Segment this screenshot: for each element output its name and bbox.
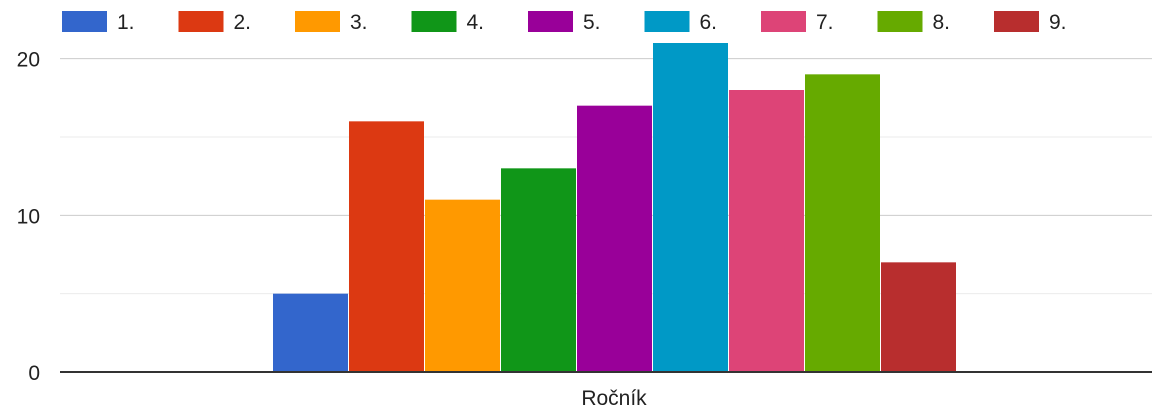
y-axis-ticks: 0 10 20 <box>17 49 40 385</box>
legend-item[interactable]: 1. <box>62 11 135 34</box>
legend-item[interactable]: 9. <box>994 11 1067 34</box>
legend-label: 3. <box>350 11 368 34</box>
bar-series-5[interactable] <box>577 105 652 373</box>
bar-series-7[interactable] <box>729 90 804 372</box>
legend-swatch <box>994 11 1039 32</box>
legend-label: 4. <box>467 11 485 34</box>
legend-swatch <box>411 11 457 32</box>
bar-series-4[interactable] <box>501 168 576 372</box>
bar-series-8[interactable] <box>805 74 880 372</box>
legend-item[interactable]: 3. <box>295 11 368 34</box>
bar-series-9[interactable] <box>881 262 956 372</box>
legend-label: 5. <box>583 11 601 34</box>
y-tick-label: 20 <box>17 49 40 72</box>
legend-label: 6. <box>700 11 718 34</box>
legend-swatch <box>644 11 690 32</box>
legend-item[interactable]: 5. <box>528 11 601 34</box>
legend-label: 7. <box>816 11 834 34</box>
legend-swatch <box>877 11 923 32</box>
legend-label: 9. <box>1049 11 1067 34</box>
legend-label: 8. <box>933 11 951 34</box>
bar-series-6[interactable] <box>653 43 728 372</box>
y-tick-label: 0 <box>28 362 40 385</box>
legend-item[interactable]: 7. <box>761 11 834 34</box>
legend-item[interactable]: 4. <box>411 11 485 34</box>
bars <box>273 43 956 373</box>
legend-swatch <box>761 11 806 32</box>
legend-item[interactable]: 6. <box>644 11 718 34</box>
x-category-label: Ročník <box>581 387 647 409</box>
bar-series-3[interactable] <box>425 199 500 372</box>
legend-swatch <box>295 11 340 32</box>
legend-label: 1. <box>117 11 135 34</box>
legend-item[interactable]: 2. <box>178 11 252 34</box>
legend-label: 2. <box>234 11 252 34</box>
bar-series-1[interactable] <box>273 293 348 372</box>
bar-series-2[interactable] <box>349 121 424 372</box>
legend-swatch <box>62 11 107 32</box>
legend-swatch <box>528 11 573 32</box>
y-tick-label: 10 <box>17 205 40 228</box>
legend-swatch <box>178 11 224 32</box>
legend: 1. 2. 3. 4. 5. 6. 7. 8. 9. <box>62 11 1067 34</box>
legend-item[interactable]: 8. <box>877 11 951 34</box>
